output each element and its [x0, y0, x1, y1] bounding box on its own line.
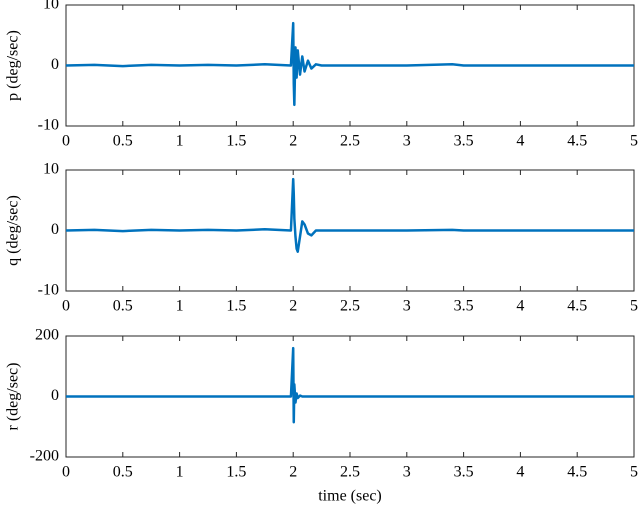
x-tick-label: 1	[176, 298, 184, 315]
y-tick-label: 0	[51, 56, 59, 73]
x-tick-label: 0	[62, 298, 70, 315]
x-tick-label: 4.5	[567, 464, 587, 481]
x-tick-label: 3	[403, 133, 411, 150]
x-tick-label: 0	[62, 464, 70, 481]
y-tick-label: -10	[38, 282, 59, 299]
x-tick-label: 5	[630, 298, 638, 315]
x-tick-label: 2.5	[340, 464, 360, 481]
x-tick-label: 1.5	[226, 298, 246, 315]
x-tick-label: 4.5	[567, 298, 587, 315]
x-tick-label: 2.5	[340, 133, 360, 150]
x-tick-label: 4.5	[567, 133, 587, 150]
x-tick-label: 2	[289, 464, 297, 481]
x-tick-label: 3	[403, 298, 411, 315]
x-tick-label: 0	[62, 133, 70, 150]
y-tick-label: -200	[30, 448, 59, 465]
x-tick-label: 3	[403, 464, 411, 481]
y-tick-label: 0	[51, 221, 59, 238]
y-axis-label: r (deg/sec)	[5, 363, 22, 431]
y-tick-label: -10	[38, 117, 59, 134]
x-tick-label: 1	[176, 464, 184, 481]
x-tick-label: 4	[516, 133, 524, 150]
data-line	[65, 21, 634, 107]
data-line	[66, 346, 634, 424]
x-tick-label: 0.5	[113, 298, 133, 315]
y-tick-label: 10	[43, 0, 59, 13]
data-line	[65, 177, 634, 253]
x-tick-label: 1	[176, 133, 184, 150]
y-tick-label: 10	[43, 161, 59, 178]
x-tick-label: 4	[516, 298, 524, 315]
x-tick-label: 3.5	[454, 464, 474, 481]
x-tick-label: 2	[289, 133, 297, 150]
x-tick-label: 2.5	[340, 298, 360, 315]
x-tick-label: 3.5	[454, 133, 474, 150]
x-tick-label: 5	[630, 464, 638, 481]
x-tick-label: 2	[289, 298, 297, 315]
x-tick-label: 3.5	[454, 298, 474, 315]
y-axis-label: p (deg/sec)	[5, 30, 22, 101]
x-tick-label: 1.5	[226, 133, 246, 150]
x-tick-label: 4	[516, 464, 524, 481]
x-tick-label: 0.5	[113, 464, 133, 481]
x-tick-label: 5	[630, 133, 638, 150]
x-tick-label: 0.5	[113, 133, 133, 150]
y-axis-label: q (deg/sec)	[5, 195, 22, 266]
y-tick-label: 200	[35, 327, 59, 344]
x-tick-label: 1.5	[226, 464, 246, 481]
y-tick-label: 0	[51, 387, 59, 404]
x-axis-label: time (sec)	[318, 488, 382, 505]
